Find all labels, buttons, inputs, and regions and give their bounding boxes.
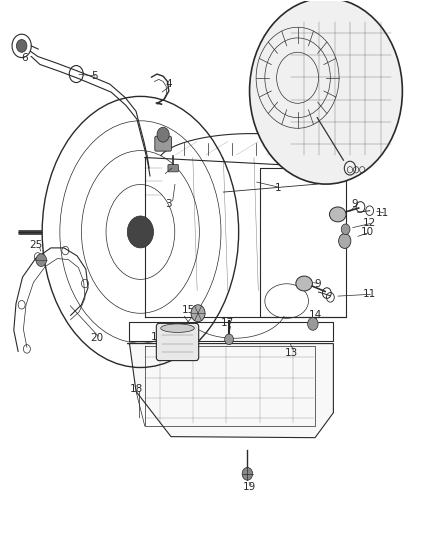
- Circle shape: [157, 127, 169, 142]
- Text: 4: 4: [166, 79, 172, 89]
- Text: 5: 5: [91, 71, 98, 81]
- Text: 2: 2: [157, 133, 163, 143]
- Circle shape: [307, 318, 318, 330]
- Text: 11: 11: [363, 289, 376, 299]
- Text: 10: 10: [361, 227, 374, 237]
- Text: 1: 1: [275, 183, 281, 193]
- Ellipse shape: [296, 276, 312, 291]
- FancyBboxPatch shape: [156, 324, 199, 361]
- Circle shape: [250, 0, 403, 184]
- Text: 9: 9: [351, 199, 358, 209]
- Text: 19: 19: [243, 482, 256, 492]
- Text: 14: 14: [308, 310, 321, 320]
- Text: 17: 17: [221, 318, 234, 328]
- Ellipse shape: [329, 207, 346, 222]
- Circle shape: [191, 305, 205, 322]
- Text: 20: 20: [90, 333, 103, 343]
- Text: 6: 6: [21, 53, 28, 62]
- Circle shape: [127, 216, 153, 248]
- Text: 16: 16: [151, 332, 165, 342]
- Polygon shape: [127, 344, 333, 438]
- Text: 3: 3: [166, 199, 172, 209]
- Circle shape: [16, 39, 27, 52]
- Text: 15: 15: [182, 305, 195, 315]
- Text: 11: 11: [376, 208, 389, 219]
- Text: 8: 8: [340, 144, 347, 155]
- Circle shape: [242, 467, 253, 480]
- Text: 25: 25: [29, 240, 42, 250]
- Circle shape: [339, 233, 351, 248]
- Ellipse shape: [161, 324, 194, 333]
- Circle shape: [225, 334, 233, 345]
- Circle shape: [341, 224, 350, 235]
- Text: 12: 12: [363, 218, 376, 228]
- Circle shape: [36, 254, 46, 266]
- Text: 9: 9: [314, 279, 321, 288]
- FancyBboxPatch shape: [155, 136, 171, 151]
- FancyBboxPatch shape: [168, 165, 178, 172]
- Text: 7: 7: [294, 139, 301, 149]
- Text: 13: 13: [284, 348, 298, 358]
- Text: 18: 18: [129, 384, 143, 394]
